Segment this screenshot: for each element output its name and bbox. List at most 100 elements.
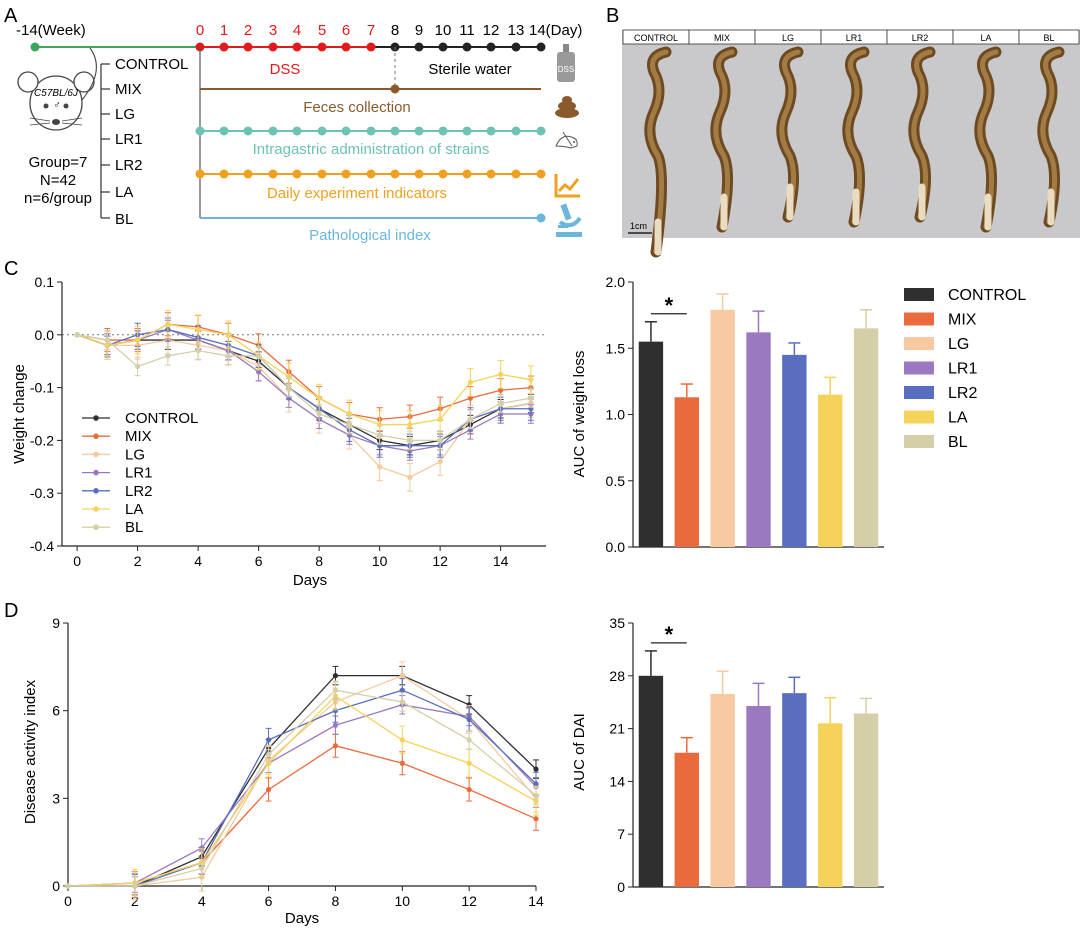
- day-label: 12: [483, 22, 500, 39]
- y-tick-label: 0.1: [35, 274, 55, 290]
- group-labels: CONTROL MIX LG LR1 LR2 LA BL: [115, 56, 188, 228]
- bar-lr1: [746, 332, 771, 547]
- pathology-dot: [536, 213, 546, 223]
- group-info: n=6/group: [24, 190, 92, 207]
- gavage-label: Intragastric administration of strains: [253, 141, 490, 158]
- gavage-dot: [390, 126, 400, 136]
- data-point: [407, 474, 413, 480]
- data-point: [165, 353, 171, 359]
- day-label: 0: [196, 22, 204, 39]
- feces-dot: [390, 84, 400, 94]
- y-axis-label: AUC of DAI: [571, 713, 588, 791]
- group-label: LR2: [115, 157, 143, 174]
- legend-marker: [93, 433, 99, 440]
- day-label: 14(Day): [529, 22, 582, 39]
- y-tick-label: 0: [617, 879, 625, 895]
- day-dots: [195, 42, 546, 52]
- series-line-lr1: [76, 328, 531, 452]
- group-label: LA: [115, 184, 133, 201]
- bar-mix: [674, 397, 699, 547]
- y-tick-label: -0.1: [30, 380, 54, 396]
- y-tick-label: 14: [609, 773, 625, 789]
- day-label: 11: [459, 22, 475, 39]
- colon-highlight: [779, 49, 801, 220]
- legend-marker: [93, 415, 99, 421]
- week-start-dot: [30, 42, 40, 52]
- x-tick-label: 10: [394, 893, 410, 909]
- bar-la: [818, 394, 843, 547]
- day-label: 5: [318, 22, 326, 39]
- week-label: -14(Week): [16, 22, 86, 39]
- day-dot: [414, 42, 424, 52]
- x-tick-label: 2: [134, 553, 142, 569]
- gavage-dot: [219, 126, 229, 136]
- indicator-dot: [341, 169, 351, 179]
- data-point: [225, 353, 231, 359]
- significance-marker: *: [665, 293, 674, 318]
- x-tick-label: 0: [64, 893, 72, 909]
- group-label: LR1: [115, 131, 143, 148]
- series-line-bl: [68, 689, 537, 887]
- y-tick-label: 2.0: [606, 274, 626, 290]
- bar-lr1: [746, 705, 771, 887]
- series-line-bl: [77, 334, 531, 442]
- weight-change-chart: Weight change Days 0.1 0.0 -0.1 -0.2 -0.3 -0.…: [11, 274, 546, 589]
- data-point: [132, 883, 138, 889]
- data-point: [332, 722, 339, 728]
- data-point: [399, 673, 405, 679]
- data-point: [437, 416, 443, 422]
- x-tick-label: 8: [315, 553, 323, 569]
- data-point: [466, 716, 472, 723]
- gavage-dot: [462, 126, 472, 136]
- gavage-dot: [366, 126, 376, 136]
- auc-dai-chart: AUC of DAI 0 7 14 21 28 35 *: [571, 615, 884, 895]
- indicator-dots: [195, 169, 546, 179]
- y-axis-label: AUC of weight loss: [571, 351, 588, 478]
- x-tick-label: 6: [265, 893, 273, 909]
- series-line-lg: [68, 674, 537, 887]
- day-dot: [536, 42, 546, 52]
- indicator-dot: [438, 169, 448, 179]
- gavage-dot: [486, 126, 496, 136]
- data-point: [407, 437, 413, 443]
- photo-group-label: LR1: [846, 33, 863, 43]
- group-label: LG: [115, 106, 135, 123]
- x-tick-label: 4: [194, 553, 202, 569]
- gavage-dot: [292, 126, 302, 136]
- data-point: [533, 766, 539, 772]
- panel-b-label: B: [606, 5, 619, 27]
- mouse-gavage-icon: [555, 131, 578, 149]
- data-point: [466, 760, 472, 766]
- day-dot: [486, 42, 496, 52]
- day-label: 2: [244, 22, 252, 39]
- data-point: [466, 786, 472, 793]
- x-tick-label: 10: [372, 553, 388, 569]
- panel-a: A -14(Week) 0 1 2 3 4 5 6 7 8 9 10 11 12…: [4, 5, 582, 244]
- y-tick-label: 7: [617, 826, 625, 842]
- day-labels: 0 1 2 3 4 5 6 7 8 9 10 11 12 13 14(Day): [196, 22, 583, 39]
- legend-label: CONTROL: [948, 287, 1026, 304]
- data-point: [165, 321, 171, 327]
- x-tick-label: 8: [332, 893, 340, 909]
- y-tick-label: -0.2: [30, 432, 54, 448]
- y-axis-label: Disease activity index: [22, 679, 39, 824]
- indicator-dot: [511, 169, 521, 179]
- series-line-lg: [76, 334, 531, 479]
- data-point: [265, 751, 272, 758]
- data-point: [533, 781, 539, 787]
- bar-lr2: [782, 354, 807, 547]
- legend-swatch: [904, 386, 934, 399]
- indicator-dot: [292, 169, 302, 179]
- indicator-dot: [195, 169, 205, 179]
- scale-bar-label: 1cm: [630, 221, 647, 231]
- photo-group-label: LR2: [912, 33, 929, 43]
- day-dot: [243, 42, 253, 52]
- y-tick-label: 0.5: [606, 473, 626, 489]
- series-line-control: [68, 674, 537, 887]
- legend-label: LG: [125, 446, 145, 463]
- data-point: [498, 400, 504, 407]
- photo-group-label: LG: [782, 33, 794, 43]
- data-point: [437, 458, 443, 465]
- legend-marker: [93, 506, 99, 512]
- x-tick-label: 4: [198, 893, 206, 909]
